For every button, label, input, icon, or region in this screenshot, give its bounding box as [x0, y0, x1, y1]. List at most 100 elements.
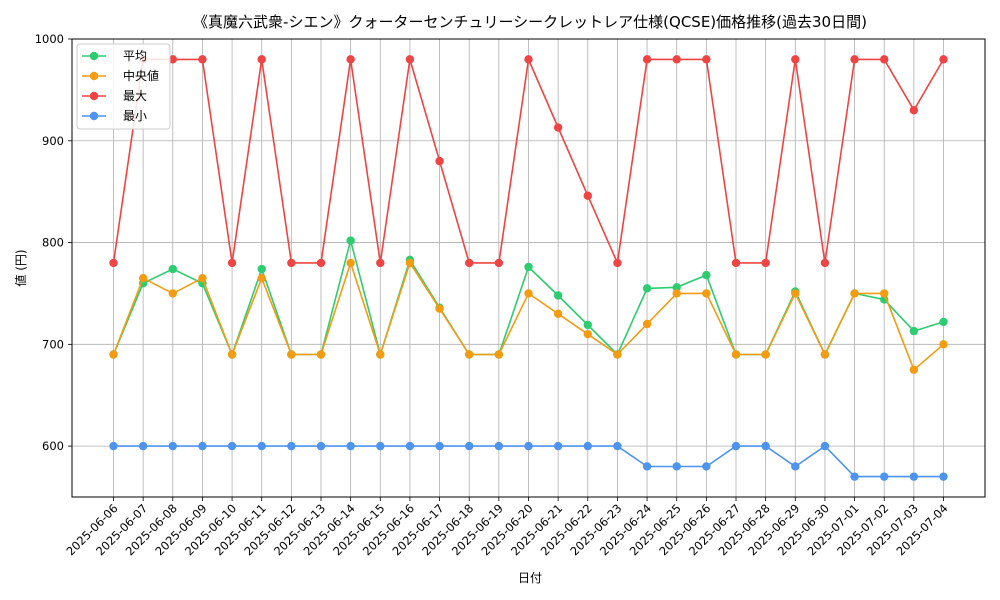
- data-point: [761, 258, 770, 268]
- data-point: [435, 156, 444, 166]
- data-point: [702, 462, 711, 471]
- data-point: [909, 472, 919, 481]
- y-tick-label: 700: [42, 337, 64, 351]
- data-point: [642, 462, 652, 471]
- data-point: [198, 55, 207, 64]
- series-group: [109, 55, 948, 481]
- data-point: [109, 441, 118, 451]
- data-point: [702, 55, 711, 64]
- data-point: [524, 441, 533, 451]
- data-point: [939, 317, 948, 327]
- data-point: [405, 441, 415, 451]
- data-point: [613, 258, 622, 268]
- y-tick-label: 600: [42, 439, 64, 453]
- data-point: [761, 441, 770, 451]
- data-point: [227, 441, 237, 451]
- data-point: [168, 441, 177, 451]
- data-point: [553, 441, 563, 451]
- data-point: [939, 340, 948, 349]
- data-point: [880, 289, 889, 298]
- data-point: [287, 441, 296, 451]
- legend-marker: [89, 91, 99, 101]
- data-point: [909, 326, 919, 336]
- data-point: [702, 289, 711, 298]
- data-point: [109, 258, 118, 268]
- data-point: [168, 55, 177, 64]
- data-point: [850, 289, 859, 298]
- y-axis-label: 値 (円): [13, 249, 28, 286]
- data-point: [376, 350, 385, 359]
- data-point: [287, 350, 296, 359]
- data-point: [465, 350, 474, 359]
- data-point: [316, 350, 326, 359]
- data-point: [791, 289, 800, 298]
- data-point: [494, 441, 504, 451]
- data-point: [257, 441, 266, 451]
- data-point: [346, 258, 355, 268]
- legend-label: 平均: [123, 49, 147, 63]
- data-point: [257, 264, 266, 274]
- legend-frame: [76, 43, 171, 130]
- data-point: [702, 270, 711, 280]
- series-最大: [109, 55, 948, 268]
- data-point: [257, 55, 266, 64]
- data-point: [316, 258, 326, 268]
- data-point: [287, 258, 296, 268]
- x-axis-label: 日付: [518, 571, 542, 585]
- legend-marker: [89, 111, 99, 121]
- data-point: [820, 258, 830, 268]
- data-point: [405, 55, 415, 64]
- legend-marker: [89, 71, 99, 81]
- data-point: [583, 320, 592, 330]
- legend-label: 中央値: [123, 68, 159, 83]
- data-point: [227, 350, 237, 359]
- data-point: [791, 55, 800, 64]
- data-point: [672, 462, 681, 471]
- data-point: [138, 441, 148, 451]
- data-point: [761, 350, 770, 359]
- legend-marker: [89, 51, 99, 61]
- data-point: [198, 273, 207, 283]
- data-point: [672, 283, 681, 292]
- data-point: [850, 55, 859, 64]
- y-tick-label: 800: [42, 236, 64, 250]
- y-tick-label: 1000: [35, 32, 64, 46]
- data-point: [435, 441, 444, 451]
- data-point: [227, 258, 237, 268]
- data-point: [494, 350, 504, 359]
- data-point: [642, 284, 652, 293]
- data-point: [346, 55, 355, 64]
- data-point: [880, 472, 889, 481]
- data-point: [939, 55, 948, 64]
- data-point: [583, 441, 592, 451]
- data-point: [465, 258, 474, 268]
- data-point: [820, 441, 830, 451]
- data-point: [642, 319, 652, 329]
- legend-label: 最大: [123, 89, 147, 103]
- data-point: [880, 55, 889, 64]
- series-最小: [109, 441, 948, 481]
- data-point: [524, 262, 533, 272]
- data-point: [613, 350, 622, 359]
- data-point: [731, 350, 741, 359]
- data-point: [731, 441, 741, 451]
- data-point: [791, 462, 800, 471]
- data-point: [435, 304, 444, 313]
- data-point: [613, 441, 622, 451]
- data-point: [376, 258, 385, 268]
- data-point: [909, 365, 919, 374]
- data-point: [465, 441, 474, 451]
- data-point: [583, 329, 592, 339]
- data-point: [642, 55, 652, 64]
- data-point: [553, 123, 563, 132]
- data-point: [850, 472, 859, 481]
- data-point: [346, 236, 355, 245]
- data-point: [820, 350, 830, 359]
- data-point: [109, 350, 118, 359]
- legend-label: 最小: [123, 109, 147, 123]
- data-point: [583, 191, 592, 200]
- data-point: [198, 441, 207, 451]
- series-中央値: [109, 258, 948, 374]
- data-point: [405, 258, 415, 268]
